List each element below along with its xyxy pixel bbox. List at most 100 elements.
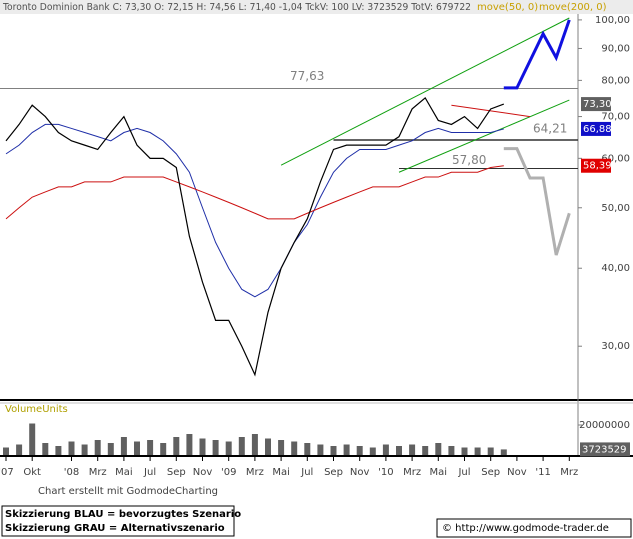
trend-line	[280, 17, 570, 166]
volume-bar	[343, 444, 350, 455]
price-line	[5, 96, 505, 377]
scenario-line	[503, 19, 571, 90]
y-tick-label: 90,00	[601, 43, 630, 54]
note: Skizzierung BLAU = bevorzugtes Szenario	[5, 509, 241, 520]
y-tick-label: 30,00	[601, 341, 630, 352]
y-tick-label: 50,00	[601, 203, 630, 214]
price-marker-label: 58,39	[583, 161, 612, 172]
price-marker	[581, 121, 611, 136]
moving-average	[5, 123, 504, 298]
volume-bar	[212, 440, 219, 455]
volume-bar	[107, 443, 114, 455]
volume-bar	[330, 446, 337, 455]
x-tick-label: '11	[535, 467, 550, 478]
y-tick-label: 70,00	[601, 112, 630, 123]
volume-bar	[238, 437, 245, 455]
volume-bar	[29, 423, 36, 455]
header-bar	[0, 0, 633, 14]
price-marker	[581, 97, 611, 112]
x-tick-label: Mai	[115, 467, 133, 478]
x-tick-label: '08	[64, 467, 79, 478]
x-tick-label: '09	[221, 467, 236, 478]
y-tick-label: 80,00	[601, 75, 630, 86]
price-marker	[581, 158, 611, 173]
note: Skizzierung GRAU = Alternativszenario	[5, 523, 225, 534]
volume-bar	[422, 446, 429, 455]
volume-bar	[409, 444, 416, 455]
scenario-line	[503, 147, 571, 256]
x-tick-label: Mrz	[89, 467, 107, 478]
y-tick-label: 100,00	[595, 15, 630, 26]
x-tick-label: Sep	[167, 467, 186, 478]
legend-entry: move(50, 0)	[477, 2, 538, 13]
volume-bar	[448, 446, 455, 455]
level-label: 57,80	[452, 153, 486, 167]
volume-bar	[435, 443, 442, 455]
volume-bar	[173, 437, 180, 455]
x-tick-label: Jul	[300, 467, 313, 478]
volume-bar	[186, 434, 193, 455]
moving-average	[5, 165, 504, 220]
x-tick-label: '10	[378, 467, 393, 478]
volume-bar	[147, 440, 154, 455]
volume-marker-label: 3723529	[582, 444, 627, 455]
volume-bar	[461, 447, 468, 455]
x-tick-label: Okt	[23, 467, 41, 478]
trend-line	[451, 104, 531, 118]
x-tick-label: Nov	[507, 467, 527, 478]
x-tick-label: Jul	[143, 467, 156, 478]
y-tick-label: 40,00	[601, 263, 630, 274]
volume-bar	[396, 446, 402, 455]
volume-bar	[120, 437, 127, 455]
x-tick-label: '07	[0, 467, 14, 478]
x-tick-label: Mai	[272, 467, 290, 478]
x-tick-label: Mrz	[246, 467, 264, 478]
volume-bar	[291, 441, 298, 455]
y-tick-label: 60,00	[601, 153, 630, 164]
volume-bar	[265, 438, 271, 455]
volume-title: VolumeUnits	[5, 404, 68, 415]
volume-bar	[304, 443, 311, 455]
price-marker-label: 66,88	[583, 124, 612, 135]
x-tick-label: Sep	[481, 467, 500, 478]
x-tick-label: Mrz	[560, 467, 578, 478]
volume-bar	[487, 447, 494, 455]
x-tick-label: Mai	[430, 467, 448, 478]
note-box	[1, 505, 235, 537]
x-tick-label: Nov	[350, 467, 370, 478]
volume-bar	[356, 446, 363, 455]
credit: Chart erstellt mit GodmodeCharting	[38, 486, 218, 497]
volume-bar	[160, 443, 167, 455]
volume-marker	[580, 442, 630, 457]
volume-bar	[382, 444, 389, 455]
volume-bar	[16, 444, 23, 455]
price-marker-label: 73,30	[583, 99, 612, 110]
volume-bar	[278, 440, 285, 455]
volume-bar	[474, 447, 481, 455]
legend-entry: move(200, 0)	[539, 2, 607, 13]
source-box	[436, 518, 632, 538]
x-tick-label: Nov	[193, 467, 213, 478]
x-tick-label: Mrz	[403, 467, 421, 478]
volume-bar	[500, 449, 507, 455]
volume-bar	[3, 447, 9, 455]
volume-bar	[134, 441, 140, 455]
volume-bar	[68, 441, 75, 455]
level-label: 77,63	[290, 69, 324, 83]
volume-bar	[81, 444, 88, 455]
volume-bar	[369, 447, 376, 455]
level-label: 64,21	[533, 121, 567, 135]
volume-bar	[42, 443, 49, 455]
y-tick-label: 20000000	[579, 420, 630, 431]
volume-bar	[225, 441, 232, 455]
chart-title: Toronto Dominion Bank C: 73,30 O: 72,15 …	[2, 2, 471, 13]
volume-bar	[199, 438, 206, 455]
x-tick-label: Jul	[457, 467, 470, 478]
volume-bar	[94, 440, 101, 455]
x-tick-label: Sep	[324, 467, 343, 478]
trend-line	[398, 99, 570, 173]
source: © http://www.godmode-trader.de	[442, 523, 609, 534]
volume-bar	[55, 446, 62, 455]
volume-bar	[251, 434, 258, 455]
